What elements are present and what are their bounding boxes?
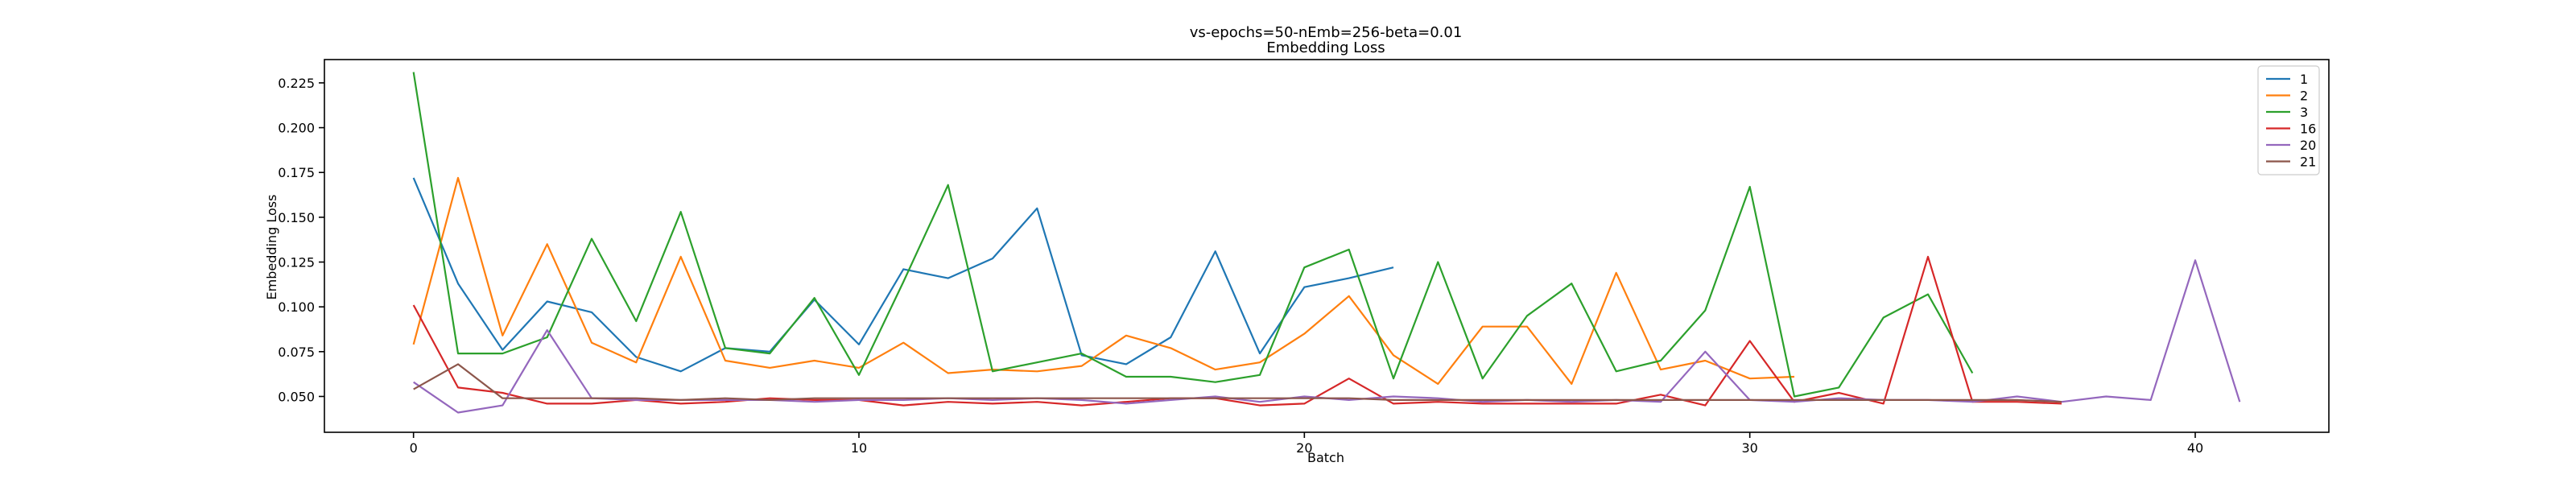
x-axis-label: Batch [1307,450,1344,465]
y-tick-label: 0.125 [278,255,315,270]
y-tick-label: 0.175 [278,165,315,180]
y-tick-label: 0.100 [278,299,315,315]
y-tick-label: 0.075 [278,345,315,360]
y-tick-label: 0.150 [278,210,315,225]
x-tick-label: 0 [410,440,418,456]
legend-label-21: 21 [2300,155,2316,170]
y-axis: 0.050 0.075 0.100 0.125 0.150 0.175 0.200 0.225 [278,76,324,404]
series-line-21 [413,363,2062,403]
series-line-3 [412,72,1974,398]
series-layer [412,72,2241,414]
series-line-16 [412,255,2062,407]
y-tick-label: 0.050 [278,389,315,404]
chart-title: vs-epochs=50-nEmb=256-beta=0.01 [1190,24,1463,41]
axes-frame [324,59,2330,433]
y-axis-label: Embedding Loss [264,195,279,300]
x-tick-label: 40 [2187,440,2203,456]
plot-area [324,59,2330,433]
x-tick-label: 10 [851,440,867,456]
series-line-2 [412,176,1795,385]
legend-label-16: 16 [2300,122,2316,137]
legend-label-1: 1 [2300,72,2308,87]
x-tick-label: 20 [1296,440,1312,456]
y-tick-label: 0.225 [278,76,315,91]
legend-label-2: 2 [2300,89,2308,104]
x-axis: 0 10 20 30 40 [410,432,2203,456]
chart-subtitle: Embedding Loss [1266,39,1385,56]
legend-box [2257,65,2320,175]
legend-label-3: 3 [2300,105,2308,120]
x-tick-label: 30 [1741,440,1757,456]
legend-label-20: 20 [2300,138,2316,153]
y-tick-label: 0.200 [278,121,315,136]
